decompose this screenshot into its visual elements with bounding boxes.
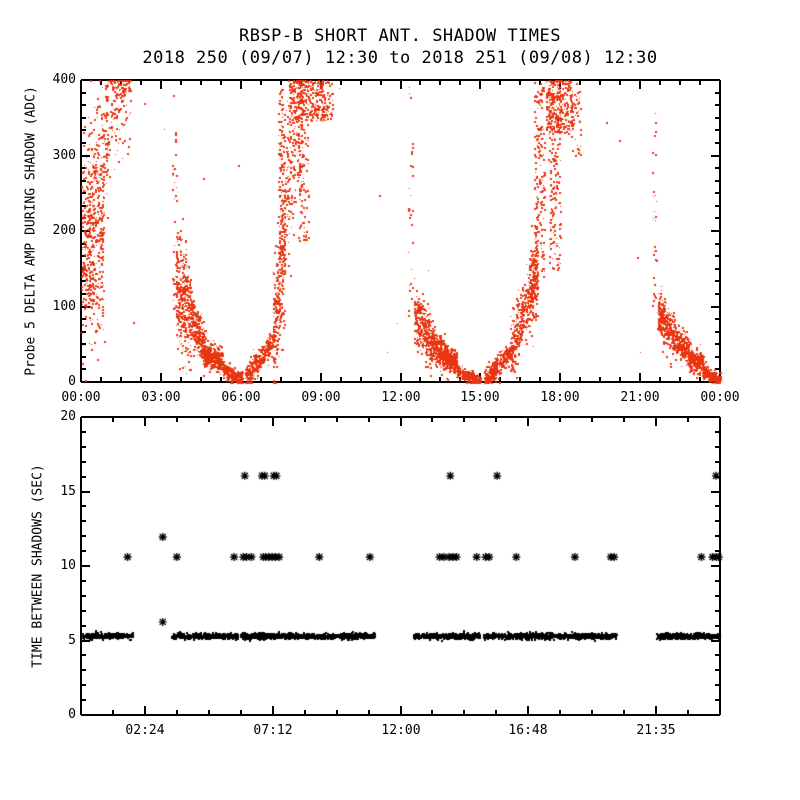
bottom-y-tick-label: 20 (60, 409, 76, 424)
bottom-y-tick-label: 0 (68, 707, 76, 722)
bottom-y-tick-label: 5 (68, 633, 76, 648)
bottom-y-tick-label: 10 (60, 558, 76, 573)
bottom-x-tick-label: 16:48 (508, 723, 548, 738)
top-x-tick-label: 03:00 (141, 390, 181, 405)
top-y-tick-label: 100 (52, 299, 76, 314)
top-y-tick-label: 0 (68, 374, 76, 389)
top-x-tick-label: 15:00 (460, 390, 500, 405)
top-x-tick-label: 06:00 (221, 390, 261, 405)
bottom-x-tick-label: 21:35 (636, 723, 676, 738)
chart-subtitle: 2018 250 (09/07) 12:30 to 2018 251 (09/0… (142, 48, 658, 68)
bottom-x-tick-label: 02:24 (125, 723, 165, 738)
chart-title: RBSP-B SHORT ANT. SHADOW TIMES (238, 26, 562, 46)
top-x-tick-label: 00:00 (61, 390, 101, 405)
bottom-y-tick-label: 15 (60, 484, 76, 499)
top-y-tick-label: 400 (52, 72, 76, 87)
top-y-tick-label: 200 (52, 223, 76, 238)
top-x-tick-label: 18:00 (540, 390, 580, 405)
bottom-x-tick-label: 07:12 (253, 723, 293, 738)
bottom-x-tick-label: 12:00 (381, 723, 421, 738)
top-y-tick-label: 300 (52, 148, 76, 163)
top-x-tick-label: 21:00 (620, 390, 660, 405)
top-x-tick-label: 00:00 (700, 390, 740, 405)
top-x-tick-label: 09:00 (301, 390, 341, 405)
top-x-tick-label: 12:00 (381, 390, 421, 405)
